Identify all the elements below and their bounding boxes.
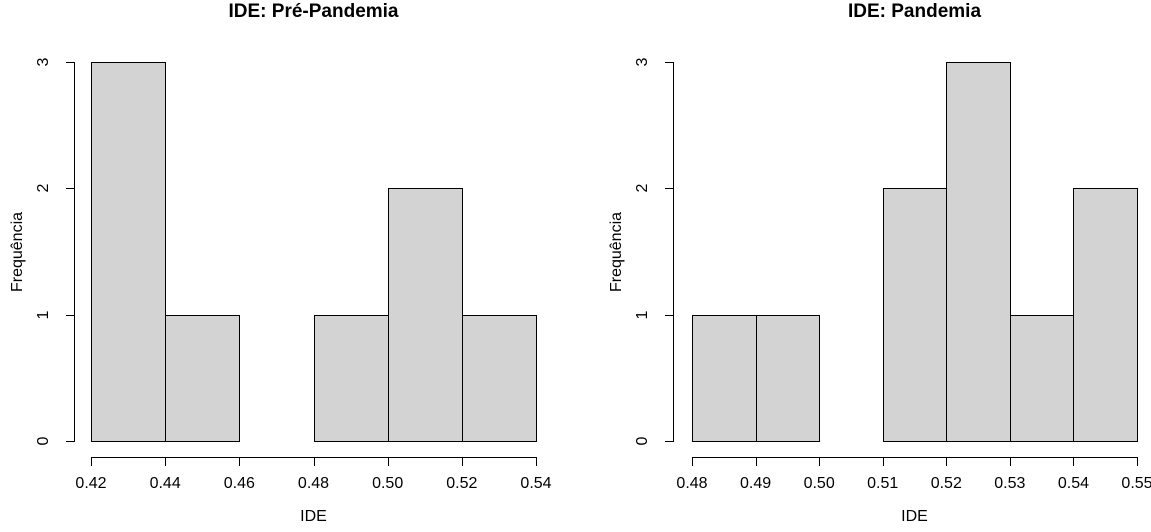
x-tick-label: 0.55 [1121,475,1151,492]
y-axis-label: Frequência [9,211,26,292]
histogram-bar [91,62,167,442]
x-tick-label: 0.42 [75,475,107,492]
x-axis-tick [313,457,315,466]
y-axis-tick [66,314,75,316]
x-axis-label: IDE [300,508,327,525]
y-axis-line [74,62,75,442]
histogram-bar [882,188,948,442]
x-tick-label: 0.46 [223,475,255,492]
x-axis-tick [239,457,241,466]
x-axis-label: IDE [901,508,928,525]
x-tick-label: 0.50 [803,475,835,492]
x-axis-tick [1137,457,1138,466]
y-tick-label: 2 [35,183,52,193]
histogram-bar [692,314,757,442]
x-axis-tick [755,457,757,466]
histogram-bar [946,62,1011,442]
y-axis-tick [66,441,75,442]
x-axis-tick [461,457,463,466]
x-axis-tick [882,457,884,466]
x-tick-label: 0.44 [149,475,181,492]
x-axis-tick [536,457,537,466]
y-tick-label: 3 [35,57,52,67]
y-axis-tick [665,314,674,316]
x-tick-label: 0.52 [446,475,478,492]
histogram-bar [1009,314,1075,442]
chart-title: IDE: Pré-Pandemia [228,1,399,22]
x-axis-tick [1009,457,1011,466]
histogram-bar [461,314,537,442]
y-axis-tick [66,62,75,63]
y-tick-label: 1 [634,310,651,320]
y-tick-label: 0 [634,436,651,446]
histogram-bar [165,314,241,442]
x-axis-tick [91,457,92,466]
x-axis-tick [165,457,167,466]
y-axis-tick [66,188,75,190]
x-tick-label: 0.48 [297,475,330,492]
histogram-bar [1073,188,1138,442]
x-axis-tick [819,457,821,466]
x-tick-label: 0.54 [1057,475,1089,492]
y-tick-label: 2 [634,183,651,193]
x-tick-label: 0.48 [676,475,708,492]
x-axis-line [91,457,537,458]
chart-title: IDE: Pandemia [847,1,982,22]
y-tick-label: 1 [35,310,52,320]
x-tick-label: 0.51 [867,475,899,492]
x-tick-label: 0.52 [930,475,962,492]
y-axis-line [673,62,674,442]
x-tick-label: 0.53 [994,475,1026,492]
y-tick-label: 0 [35,436,52,446]
y-axis-tick [665,62,674,63]
y-axis-label: Frequência [608,211,625,292]
y-axis-tick [665,188,674,190]
histogram-bar [755,314,821,442]
histogram-bar [313,314,389,442]
x-tick-label: 0.50 [372,475,404,492]
y-axis-tick [665,441,674,442]
x-axis-tick [1073,457,1075,466]
x-axis-tick [946,457,948,466]
x-tick-label: 0.54 [520,475,552,492]
x-axis-line [692,457,1138,458]
x-axis-tick [692,457,693,466]
x-tick-label: 0.49 [739,475,772,492]
y-tick-label: 3 [634,57,651,67]
histogram-bar [387,188,463,442]
x-axis-tick [387,457,389,466]
